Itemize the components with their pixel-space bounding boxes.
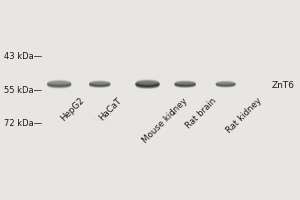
Ellipse shape: [47, 80, 71, 85]
Ellipse shape: [89, 84, 110, 88]
Ellipse shape: [89, 83, 110, 88]
Ellipse shape: [136, 84, 159, 89]
Ellipse shape: [90, 84, 110, 88]
Ellipse shape: [136, 84, 159, 90]
Ellipse shape: [47, 82, 71, 87]
Text: 55 kDa—: 55 kDa—: [4, 86, 42, 95]
Ellipse shape: [177, 56, 193, 57]
Ellipse shape: [135, 81, 160, 87]
Text: ZnT6: ZnT6: [272, 81, 295, 90]
Ellipse shape: [139, 56, 156, 57]
Ellipse shape: [216, 80, 235, 84]
Ellipse shape: [216, 84, 235, 88]
Ellipse shape: [175, 81, 196, 86]
Ellipse shape: [139, 56, 156, 57]
Ellipse shape: [89, 81, 110, 86]
Ellipse shape: [135, 82, 160, 87]
Ellipse shape: [92, 119, 110, 121]
Ellipse shape: [90, 80, 110, 84]
Ellipse shape: [47, 81, 71, 86]
Text: HaCaT: HaCaT: [97, 96, 123, 122]
Ellipse shape: [139, 56, 156, 57]
Ellipse shape: [136, 82, 160, 88]
Ellipse shape: [216, 82, 236, 86]
Ellipse shape: [92, 120, 110, 121]
Ellipse shape: [48, 80, 71, 85]
Ellipse shape: [47, 81, 71, 86]
Text: 43 kDa—: 43 kDa—: [4, 52, 42, 61]
Ellipse shape: [216, 84, 235, 88]
Ellipse shape: [175, 84, 195, 88]
Ellipse shape: [47, 83, 71, 88]
Ellipse shape: [216, 83, 236, 87]
Text: Rat brain: Rat brain: [184, 96, 218, 130]
Ellipse shape: [48, 84, 71, 89]
Ellipse shape: [216, 81, 236, 85]
Ellipse shape: [92, 119, 110, 120]
Ellipse shape: [174, 82, 196, 86]
Ellipse shape: [175, 80, 195, 85]
Text: Rat kidney: Rat kidney: [224, 96, 263, 135]
Ellipse shape: [177, 56, 193, 57]
Ellipse shape: [136, 79, 159, 84]
Ellipse shape: [139, 56, 156, 57]
Ellipse shape: [89, 83, 110, 87]
Ellipse shape: [136, 83, 159, 88]
Ellipse shape: [89, 80, 110, 85]
Ellipse shape: [89, 82, 110, 87]
Ellipse shape: [175, 84, 195, 88]
Ellipse shape: [136, 80, 159, 85]
Ellipse shape: [92, 119, 110, 121]
Ellipse shape: [136, 79, 159, 85]
Ellipse shape: [89, 82, 110, 86]
Ellipse shape: [216, 81, 235, 85]
Ellipse shape: [175, 81, 196, 85]
Ellipse shape: [92, 119, 110, 120]
Ellipse shape: [175, 83, 196, 88]
Ellipse shape: [47, 83, 71, 88]
Ellipse shape: [216, 82, 236, 86]
Ellipse shape: [216, 82, 236, 86]
Text: 72 kDa—: 72 kDa—: [4, 119, 42, 128]
Ellipse shape: [175, 80, 195, 84]
Ellipse shape: [89, 81, 110, 85]
Ellipse shape: [92, 119, 110, 121]
Ellipse shape: [48, 84, 71, 89]
Ellipse shape: [48, 79, 71, 84]
Ellipse shape: [174, 82, 196, 87]
Ellipse shape: [92, 119, 110, 120]
Text: HepG2: HepG2: [59, 96, 87, 123]
Ellipse shape: [175, 83, 196, 87]
Text: Mouse kidney: Mouse kidney: [140, 96, 189, 145]
Ellipse shape: [216, 83, 236, 87]
Ellipse shape: [136, 81, 160, 86]
Ellipse shape: [92, 118, 110, 120]
